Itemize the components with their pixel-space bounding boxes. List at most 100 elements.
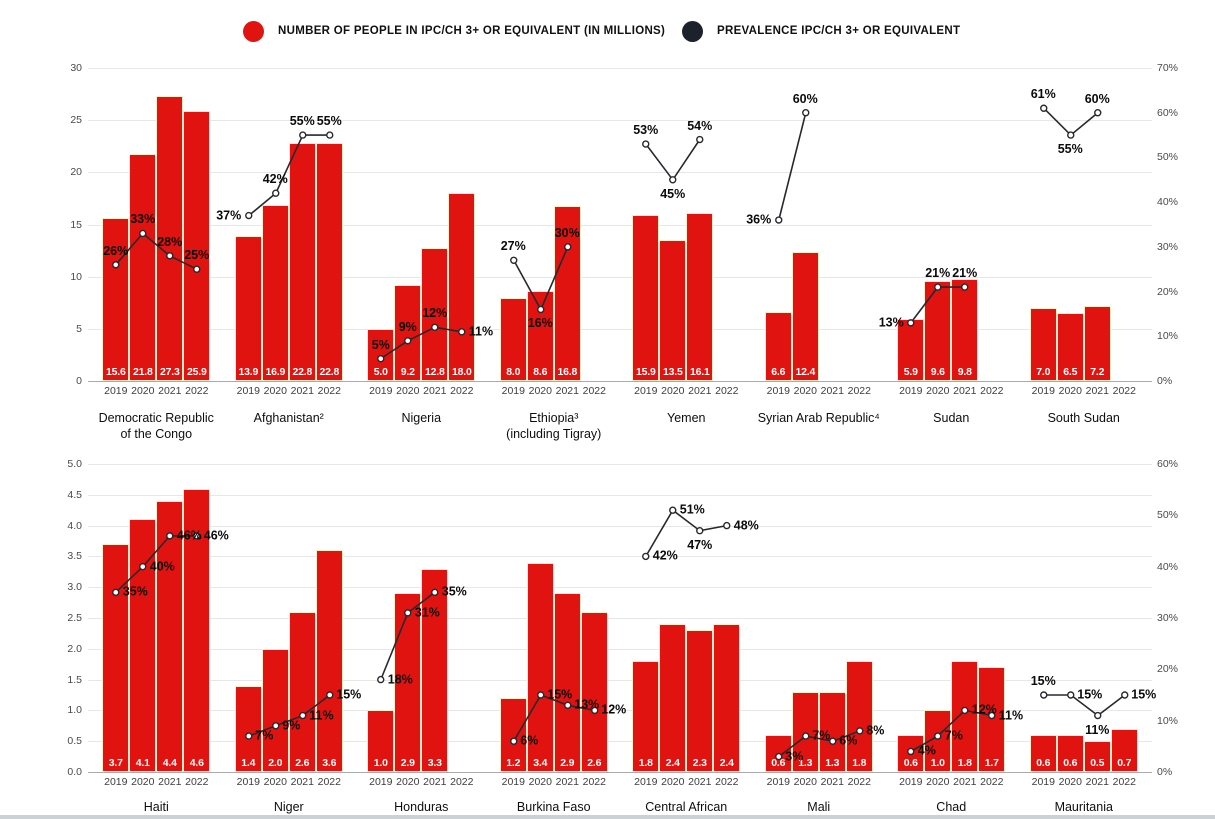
bar: 16.8	[553, 205, 581, 381]
bar: 16.9	[261, 204, 289, 381]
prevalence-label: 5%	[371, 337, 390, 352]
bar: 6.6	[764, 312, 792, 381]
prevalence-dot	[1066, 131, 1074, 139]
country-group: 1.2 3.4 2.9 2.6 6% 15% 13% 12% 2019 2020 2021 2022 B…	[488, 464, 626, 814]
prevalence-label: 11%	[1085, 722, 1110, 737]
bar-value-label: 15.9	[635, 365, 656, 378]
prevalence-label: 16%	[527, 316, 553, 331]
country-label-line: Yemen	[667, 411, 706, 425]
prevalence-line	[907, 706, 996, 756]
bar-value-label: 0.6	[1063, 757, 1078, 769]
bar-value-label: 3.3	[427, 756, 442, 769]
bar: 2.6	[580, 611, 608, 772]
prevalence-line	[642, 135, 704, 184]
prevalence-line	[244, 131, 333, 220]
prevalence-line	[774, 727, 863, 761]
bar: 15.9	[632, 215, 660, 381]
bar: 12.8	[421, 247, 449, 381]
prevalence-label: 7%	[812, 728, 831, 743]
country-label: Mali	[741, 799, 898, 815]
bar-value-label: 25.9	[186, 365, 207, 378]
bar: 21.8	[129, 153, 157, 381]
chart-row-bottom: 3.7 4.1 4.4 4.6 35% 40% 46% 46% 2019 2020 2021 2022…	[0, 458, 1215, 816]
y-axis-tick-left: 0.5	[67, 735, 82, 748]
y-axis-tick-right: 30%	[1157, 612, 1179, 624]
year-label: 2020	[131, 776, 155, 788]
bar-value-label: 2.6	[295, 756, 310, 769]
country-label-line: Democratic Republic	[98, 411, 214, 425]
y-axis-tick-left: 15	[70, 218, 82, 231]
year-label: 2020	[131, 385, 155, 397]
year-label: 2019	[236, 776, 260, 788]
y-axis-tick-left: 1.0	[67, 704, 82, 717]
bar: 1.3	[818, 691, 846, 772]
bar: 1.8	[845, 661, 873, 772]
prevalence-dot	[193, 532, 201, 540]
bar: 2.3	[686, 630, 714, 772]
prevalence-dot	[907, 747, 915, 756]
y-axis-tick-right: 30%	[1157, 240, 1179, 253]
country-group: 5.0 9.2 12.8 18.0 5% 9% 12% 11% 2019 2020 2021 2022…	[355, 68, 493, 425]
y-axis-tick-left: 3.5	[67, 550, 82, 563]
bar-value-label: 7.2	[1090, 365, 1105, 378]
prevalence-label: 4%	[917, 743, 936, 758]
gridline	[88, 587, 1152, 589]
prevalence-label: 12%	[971, 702, 997, 717]
bar: 2.0	[261, 648, 289, 772]
country-group: 0.6 0.6 0.5 0.7 15% 15% 11% 15% 2019 2020 2021 2022…	[1018, 464, 1156, 814]
y-axis-tick-right: 60%	[1157, 458, 1179, 470]
prevalence-dot	[723, 521, 731, 530]
country-label-line: (including Tigray)	[506, 427, 602, 441]
gridline	[88, 276, 1152, 278]
bar-value-label: 1.3	[798, 756, 813, 769]
country-label: Niger	[211, 799, 368, 815]
bar: 6.5	[1056, 313, 1084, 381]
bar: 12.4	[791, 251, 819, 381]
bar-value-label: 0.5	[1090, 756, 1105, 769]
prevalence-label: 61%	[1030, 87, 1056, 102]
bar-value-label: 18.0	[451, 365, 472, 378]
prevalence-label: 60%	[792, 91, 818, 106]
people-red-dot-icon	[243, 20, 264, 42]
bar-value-label: 1.4	[241, 756, 256, 769]
bar-value-label: 4.4	[162, 757, 177, 769]
bar: 8.0	[499, 297, 527, 381]
prevalence-dot	[193, 265, 201, 273]
prevalence-line	[112, 532, 201, 597]
country-label: Sudan	[873, 410, 1030, 426]
prevalence-label: 42%	[652, 548, 678, 563]
y-axis-tick-left: 20	[70, 166, 82, 179]
prevalence-label: 21%	[925, 266, 951, 281]
year-label: 2019	[104, 776, 128, 788]
y-axis-tick-right: 50%	[1157, 151, 1179, 164]
prevalence-label: 25%	[184, 248, 210, 263]
prevalence-dot	[404, 337, 412, 345]
gridline	[88, 525, 1152, 527]
bar-value-label: 9.2	[400, 366, 415, 378]
prevalence-label: 46%	[203, 528, 229, 543]
gridline	[88, 772, 1152, 773]
gridline	[88, 494, 1152, 496]
gridline	[88, 741, 1152, 743]
prevalence-dot	[801, 732, 809, 740]
year-label: 2021	[290, 776, 314, 788]
prevalence-label: 37%	[216, 207, 242, 222]
country-label-line: Mali	[807, 800, 831, 814]
bar-value-label: 12.8	[424, 366, 445, 378]
country-group: 6.6 12.4 36% 60% 2019 2020 2021 2022 Syrian Arab…	[746, 68, 886, 425]
page-bottom-edge	[0, 815, 1215, 819]
country-group: 7.0 6.5 7.2 61% 55% 60% 2019 2020 2021 2022 South …	[1018, 68, 1151, 425]
y-axis-tick-right: 0%	[1157, 375, 1173, 387]
country-label-line: Ethiopia³	[529, 411, 579, 425]
bar-value-label: 22.8	[292, 365, 313, 378]
y-axis-tick-right: 50%	[1157, 509, 1179, 522]
bar-value-label: 2.9	[560, 756, 575, 769]
country-label: Yemen	[608, 410, 765, 426]
year-label: 2022	[847, 776, 871, 788]
country-label-line: Nigeria	[401, 411, 442, 425]
bar: 7.0	[1029, 308, 1057, 381]
y-axis-tick-left: 4.5	[67, 488, 82, 501]
country-label: Central African	[608, 799, 765, 815]
prevalence-label: 6%	[839, 733, 858, 748]
bar: 9.8	[951, 278, 979, 381]
